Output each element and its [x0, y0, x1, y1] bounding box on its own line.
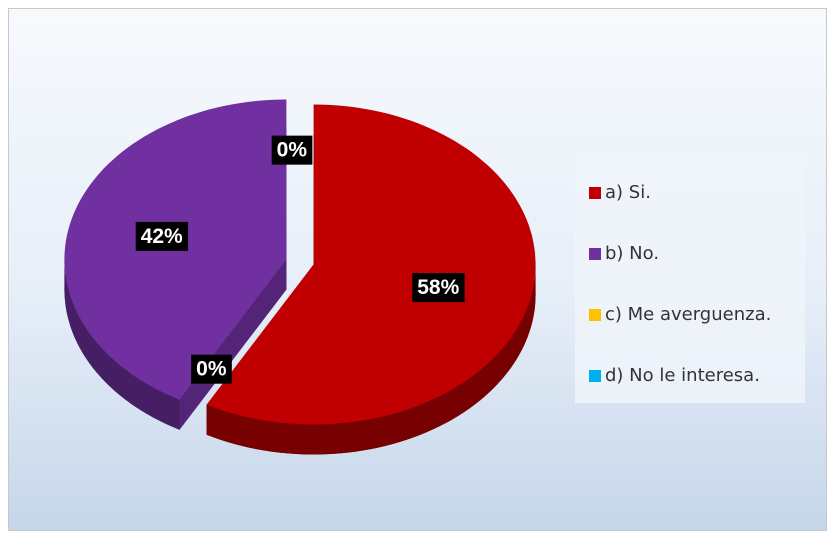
- legend-swatch: [589, 186, 601, 199]
- data-label-box: [191, 354, 232, 384]
- legend-entry: c) Me averguenza.: [589, 284, 805, 345]
- legend-entry: b) No.: [589, 223, 805, 284]
- legend-swatch: [589, 369, 601, 382]
- legend-entry: d) No le interesa.: [589, 345, 805, 406]
- slice: [206, 104, 536, 425]
- data-label: 0%: [277, 139, 308, 162]
- legend-swatch: [589, 247, 601, 260]
- data-label: 42%: [141, 225, 183, 248]
- legend: a) Si. b) No. c) Me averguenza. d) No le in…: [575, 152, 805, 403]
- legend-entry: a) Si.: [589, 162, 805, 223]
- legend-label: d) No le interesa.: [605, 365, 760, 386]
- data-label-box: [271, 135, 313, 165]
- data-label-box: [135, 221, 189, 251]
- data-label-box: [412, 273, 465, 303]
- legend-label: b) No.: [605, 243, 660, 264]
- slice-side: [206, 264, 536, 455]
- legend-label: c) Me averguenza.: [605, 304, 772, 325]
- data-label: 0%: [196, 358, 227, 381]
- legend-label: a) Si.: [605, 182, 651, 203]
- slice-side: [64, 259, 180, 430]
- legend-swatch: [589, 308, 601, 321]
- data-label: 58%: [417, 276, 459, 299]
- slice-face: [179, 259, 287, 430]
